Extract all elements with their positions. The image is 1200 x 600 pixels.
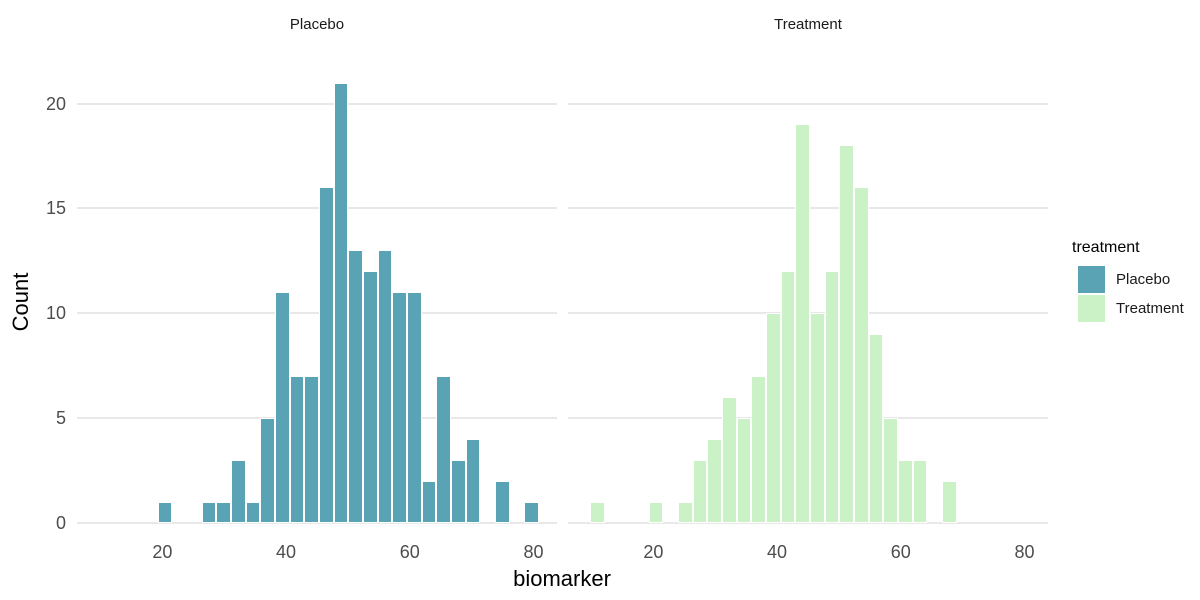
legend-items: Placebo Treatment: [1072, 266, 1198, 322]
histogram-bar: [377, 250, 393, 523]
histogram-bar: [524, 501, 539, 523]
histogram-bar: [941, 480, 957, 523]
gridline-y-20: [568, 102, 1048, 105]
facet-strip-label: Placebo: [289, 16, 345, 33]
histogram-bar: [275, 292, 290, 523]
histogram-bar: [736, 417, 752, 523]
x-tick-label: 20: [152, 542, 173, 562]
histogram-bar: [436, 375, 451, 523]
histogram-bar: [304, 375, 319, 523]
x-tick-label: 40: [767, 542, 788, 562]
panel-placebo: Placebo 20 40 60 80: [77, 0, 557, 600]
histogram-bar: [590, 501, 605, 523]
legend-swatch: [1078, 266, 1105, 293]
histogram-bar: [678, 501, 693, 523]
histogram-bar: [362, 271, 378, 523]
histogram-bar: [450, 459, 466, 523]
x-tick-label: 80: [523, 542, 544, 562]
histogram-bar: [897, 459, 913, 523]
x-tick-label: 80: [1014, 542, 1035, 562]
histogram-bar: [648, 501, 664, 523]
histogram-bar: [839, 145, 854, 523]
histogram-bar: [201, 501, 217, 523]
legend-label: Placebo: [1116, 271, 1171, 288]
y-tick-label: 15: [45, 198, 66, 219]
legend-swatch: [1078, 295, 1105, 322]
histogram-bar: [722, 396, 737, 523]
legend-label: Treatment: [1116, 300, 1184, 317]
panel-treatment: Treatment 20 40 60 80: [568, 0, 1048, 600]
x-tick-label: 60: [399, 542, 420, 562]
y-tick-label: 10: [45, 303, 66, 324]
x-axis-title: biomarker: [513, 566, 611, 591]
histogram-bar: [392, 292, 407, 523]
histogram-bar: [912, 459, 928, 523]
y-tick-label: 5: [55, 407, 66, 428]
gridline-y-20: [77, 102, 557, 105]
histogram-bar: [853, 187, 869, 523]
y-tick-label: 0: [55, 512, 66, 533]
histogram-bar: [707, 438, 723, 523]
histogram-bar: [245, 501, 261, 523]
gridline-y-10: [77, 312, 557, 315]
gridline-y-0: [77, 521, 557, 524]
legend-key: Placebo: [1072, 266, 1198, 293]
y-tick-label: 20: [45, 93, 66, 114]
histogram-bar: [333, 82, 349, 523]
histogram-bar: [216, 501, 232, 523]
histogram-bar: [348, 250, 363, 523]
histogram-bar: [692, 459, 708, 523]
x-tick-label: 60: [890, 542, 911, 562]
gridline-y-15: [77, 207, 557, 210]
x-tick-label: 20: [643, 542, 664, 562]
histogram-bar: [231, 459, 246, 523]
histogram-bar: [795, 124, 810, 523]
histogram-bar: [465, 438, 481, 523]
histogram-bar: [157, 501, 173, 523]
histogram-bar: [318, 187, 334, 523]
histogram-bar: [289, 375, 305, 523]
histogram-bar: [494, 480, 510, 523]
histogram-bar: [809, 313, 825, 523]
histogram-bar: [751, 375, 766, 523]
histogram-bar: [824, 271, 840, 523]
x-tick-label: 40: [276, 542, 297, 562]
legend: treatment Placebo Treatment: [1072, 239, 1198, 324]
histogram-bar: [868, 334, 884, 523]
gridline-y-0: [568, 521, 1048, 524]
histogram-bar: [421, 480, 437, 523]
histogram-bar: [766, 313, 781, 523]
legend-key: Treatment: [1072, 295, 1198, 322]
histogram-bar: [883, 417, 898, 523]
histogram-bar: [260, 417, 275, 523]
legend-title: treatment: [1072, 239, 1140, 256]
histogram-bar: [780, 271, 796, 523]
facet-strip-label: Treatment: [774, 16, 842, 33]
histogram-bar: [406, 292, 422, 523]
